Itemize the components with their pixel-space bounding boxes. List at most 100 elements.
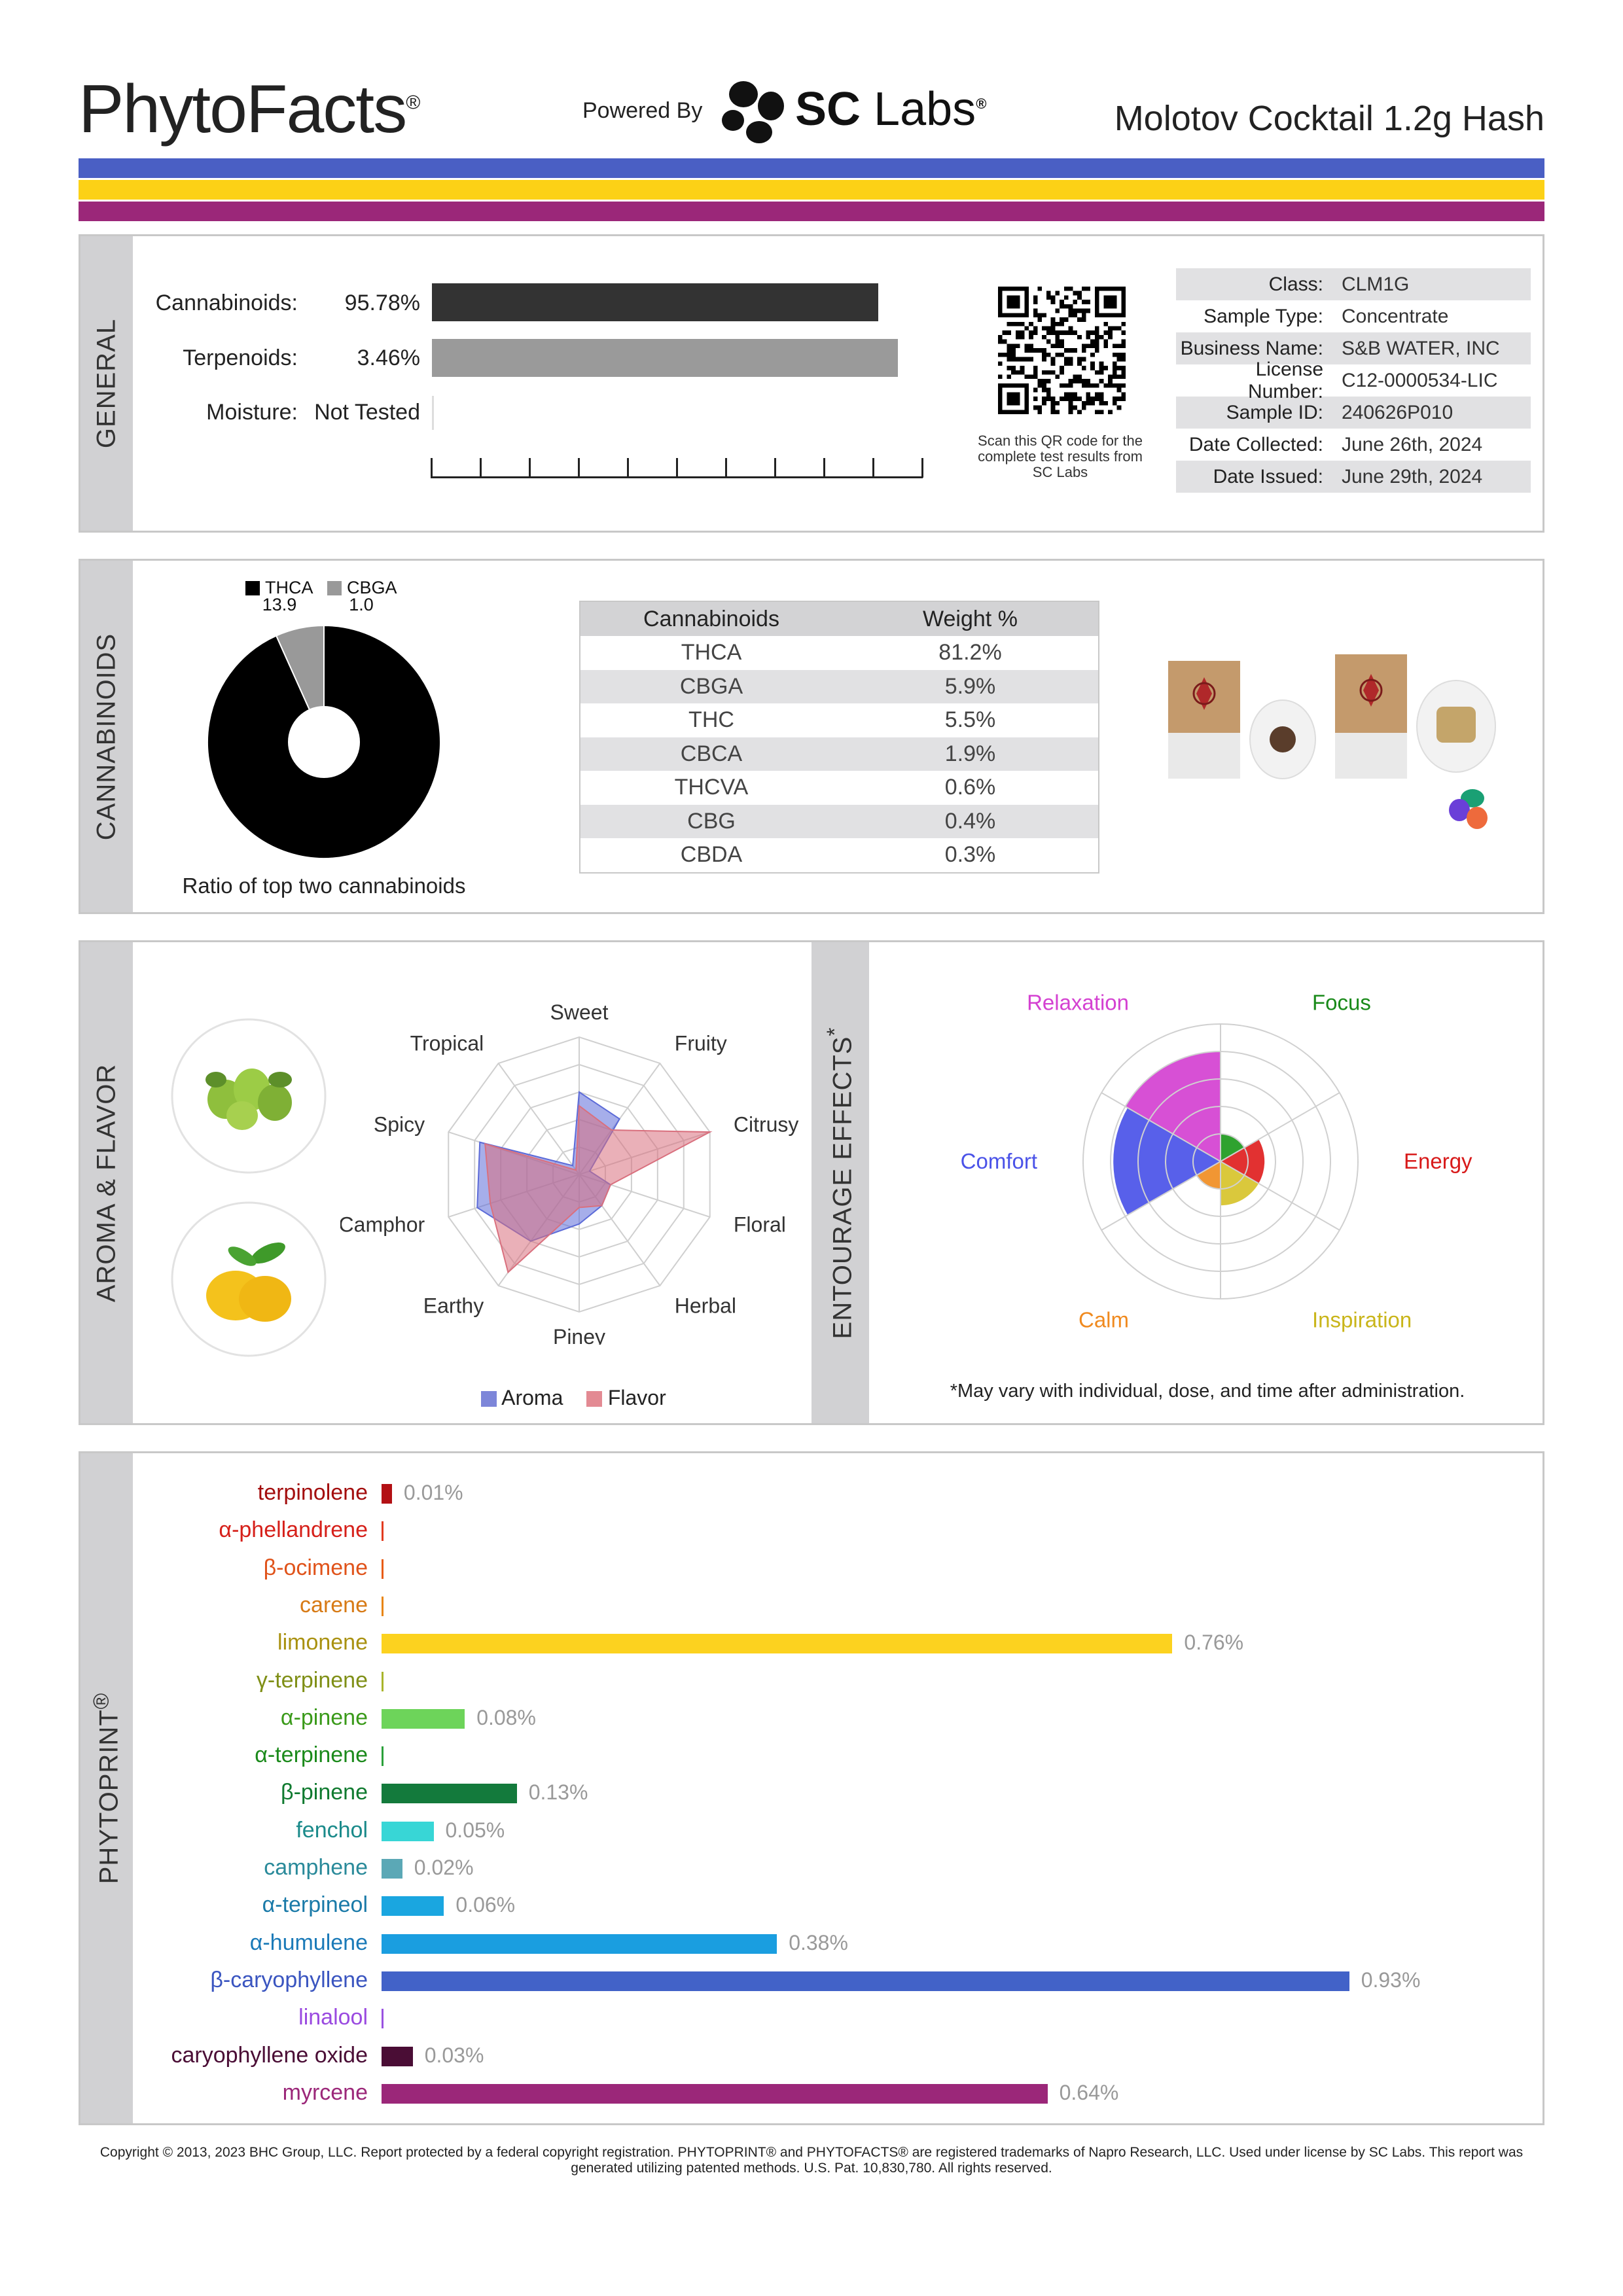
- terpene-value-label: 0.13%: [528, 1780, 588, 1805]
- powered-by-label: Powered By: [582, 98, 703, 123]
- scale-tick: [725, 458, 727, 478]
- product-photo-image: [1168, 654, 1496, 829]
- info-key: Sample ID:: [1226, 401, 1323, 423]
- terpene-value-label: 0.08%: [476, 1705, 536, 1729]
- table-row: CBDA 0.3%: [580, 838, 1098, 872]
- terpene-bar: [382, 1971, 1349, 1991]
- cell-name: THC: [688, 707, 734, 733]
- polar-spoke: [1220, 1161, 1340, 1231]
- sample-info-table: Class: CLM1G Sample Type: Concentrate Busi…: [1176, 268, 1531, 493]
- polar-spoke: [1101, 1161, 1221, 1231]
- cell-name: CBCA: [680, 741, 743, 766]
- info-value: June 29th, 2024: [1342, 465, 1483, 487]
- terpene-label: limonene: [277, 1630, 368, 1655]
- info-value: Concentrate: [1342, 305, 1449, 327]
- terpene-label: α-humulene: [249, 1930, 368, 1955]
- scale-tick: [676, 458, 678, 478]
- info-value: June 26th, 2024: [1342, 433, 1483, 455]
- cell-weight: 0.3%: [944, 842, 996, 868]
- legend-label-thca: THCA: [265, 578, 313, 597]
- package-box-left-icon: [1168, 661, 1240, 779]
- radar-axis-label-floral: Floral: [734, 1213, 786, 1237]
- brand-name: PhytoFacts: [79, 71, 407, 147]
- terpene-bar: [382, 1859, 402, 1879]
- cannabinoid-table-header: Cannabinoids Weight %: [580, 602, 1098, 636]
- phytoprint-section-tab: PHYTOPRINT®: [80, 1453, 133, 2123]
- terpene-value-label: 0.38%: [789, 1930, 848, 1954]
- cell-weight: 5.5%: [944, 707, 996, 733]
- stripe-blue: [79, 158, 1544, 178]
- polar-spoke: [1220, 1092, 1340, 1162]
- terpene-value-label: 0.93%: [1361, 1968, 1421, 1992]
- general-section-label: GENERAL: [92, 318, 121, 449]
- legend-label-cbga: CBGA: [347, 578, 397, 597]
- entourage-label-text: ENTOURAGE EFFECTS: [828, 1036, 857, 1339]
- phytoprint-label-text: PHYTOPRINT: [94, 1709, 124, 1884]
- qr-code-icon[interactable]: [998, 287, 1126, 414]
- terpene-label: myrcene: [282, 2079, 368, 2105]
- product-name: Molotov Cocktail 1.2g Hash: [1114, 99, 1544, 138]
- general-section-tab: GENERAL: [80, 236, 133, 531]
- polar-spoke: [1101, 1092, 1221, 1162]
- brand-mark: ®: [406, 92, 420, 114]
- terpene-bar: [382, 1708, 465, 1729]
- phytoprint-section-label: PHYTOPRINT®: [89, 1693, 124, 1884]
- polar-sector-comfort: [1113, 1108, 1221, 1215]
- radar-series-flavor: [484, 1104, 713, 1274]
- cell-name: CBDA: [680, 842, 743, 868]
- jar-hash-icon: [1416, 680, 1496, 773]
- cannabinoid-table: Cannabinoids Weight % THCA 81.2% CBGA 5.9% …: [579, 601, 1099, 874]
- legend-value-cbga: 1.0: [349, 595, 374, 614]
- radar-axis-label-earthy: Earthy: [423, 1294, 484, 1318]
- terpenoids-total-label: Terpenoids:: [183, 345, 298, 370]
- terpene-bar: [382, 1821, 434, 1841]
- scale-tick: [627, 458, 629, 478]
- table-row: CBCA 1.9%: [580, 737, 1098, 771]
- terpene-label: α-terpinene: [255, 1742, 368, 1768]
- cannabinoids-section-tab: CANNABINOIDS: [80, 561, 133, 912]
- info-row-class: Class: CLM1G: [1176, 268, 1531, 300]
- terpenoids-total-value: 3.46%: [357, 345, 420, 370]
- table-row: THCA 81.2%: [580, 636, 1098, 670]
- legend-aroma-label: Aroma: [501, 1386, 563, 1409]
- cell-weight: 5.9%: [944, 673, 996, 699]
- header-cannabinoids: Cannabinoids: [643, 606, 779, 631]
- cell-name: THCVA: [674, 775, 749, 800]
- scale-tick: [774, 458, 776, 478]
- radar-axis-label-sweet: Sweet: [550, 1000, 609, 1024]
- terpene-bar: [382, 1896, 444, 1916]
- radar-axis-label-citrusy: Citrusy: [734, 1112, 799, 1136]
- cell-name: CBG: [687, 808, 736, 834]
- terpene-bar: [382, 1596, 383, 1616]
- polar-label-relaxation: Relaxation: [1027, 991, 1129, 1015]
- scale-tick: [529, 458, 531, 478]
- cell-weight: 1.9%: [944, 741, 996, 766]
- terpene-bar: [382, 2083, 1048, 2104]
- info-row-business-name: Business Name: S&B WATER, INC: [1176, 332, 1531, 364]
- legend-aroma-swatch: [481, 1391, 497, 1407]
- terpene-bar: [382, 1521, 383, 1542]
- entourage-effects-polar-chart: Focus Energy Inspiration Calm Comfort Relaxat…: [961, 991, 1472, 1332]
- terpene-bar: [382, 1634, 1173, 1654]
- sc-labs-text: SC: [795, 83, 861, 135]
- terpenoids-total-bar: [432, 339, 898, 377]
- entourage-section-tab: ENTOURAGE EFFECTS*: [812, 942, 869, 1423]
- polar-label-focus: Focus: [1312, 991, 1371, 1015]
- polar-sector-inspiration: [1221, 1161, 1259, 1206]
- terpene-label: fenchol: [296, 1817, 368, 1843]
- lemon-aroma-icon: [171, 1201, 327, 1357]
- scale-tick: [578, 458, 580, 478]
- polar-sector-energy: [1221, 1139, 1265, 1184]
- terpene-bar: [382, 2046, 413, 2066]
- info-key: License Number:: [1247, 358, 1323, 402]
- terpene-value-label: 0.05%: [445, 1818, 505, 1842]
- terpene-value-label: 0.76%: [1184, 1631, 1244, 1655]
- info-key: Class:: [1268, 273, 1323, 295]
- radar-legend: Aroma Flavor: [481, 1386, 710, 1412]
- donut-hole: [288, 706, 360, 778]
- terpene-value-label: 0.02%: [414, 1856, 474, 1879]
- cell-name: CBGA: [679, 673, 743, 699]
- package-box-right-icon: [1335, 654, 1407, 779]
- terpene-bar: [382, 1746, 383, 1767]
- table-row: CBGA 5.9%: [580, 669, 1098, 703]
